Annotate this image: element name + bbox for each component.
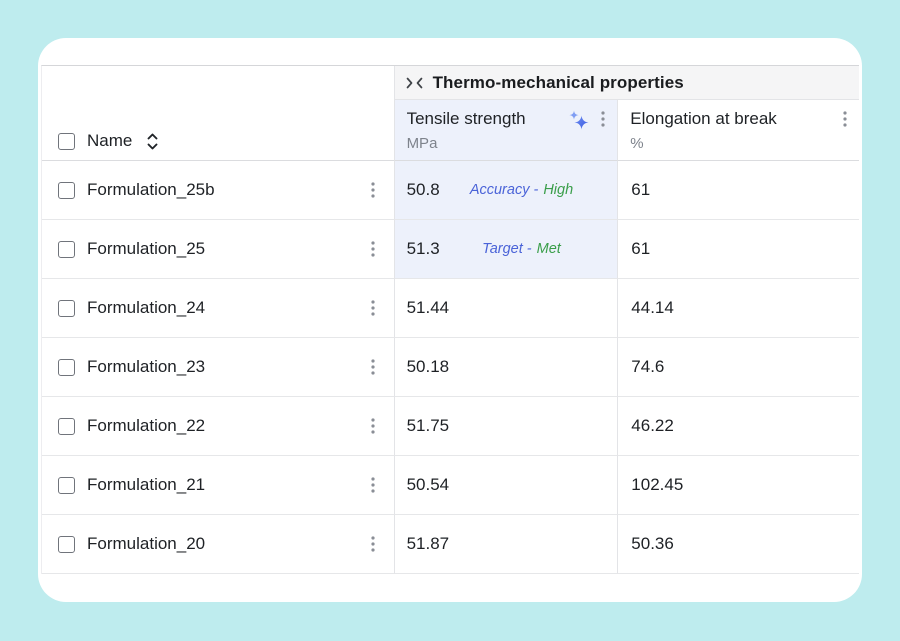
badge-label: Target -	[482, 241, 532, 257]
table-row: Formulation_22 51.75 46.22	[42, 397, 859, 456]
tensile-cell[interactable]: 51.75	[393, 397, 618, 456]
name-column-header[interactable]: Name	[42, 100, 394, 161]
row-name-label: Formulation_22	[87, 416, 206, 435]
tensile-value: 51.3	[406, 239, 440, 258]
name-cell[interactable]: Formulation_25	[42, 220, 394, 279]
elongation-value: 61	[631, 239, 651, 258]
elongation-cell[interactable]: 61	[617, 220, 859, 279]
elongation-value: 46.22	[631, 416, 674, 435]
elongation-cell[interactable]: 50.36	[617, 515, 859, 574]
row-checkbox[interactable]	[58, 240, 75, 258]
elongation-cell[interactable]: 44.14	[617, 279, 859, 338]
collapse-horizontal-icon[interactable]	[405, 77, 424, 89]
elongation-value: 102.45	[631, 475, 684, 494]
elongation-value: 50.36	[631, 534, 674, 553]
ai-sparkle-icon[interactable]	[568, 109, 589, 130]
row-name-label: Formulation_21	[87, 475, 206, 494]
tensile-cell[interactable]: 51.44	[393, 279, 618, 338]
row-kebab-menu-icon[interactable]	[370, 418, 375, 434]
badge-value: High	[543, 182, 574, 198]
row-name-label: Formulation_25	[87, 239, 206, 258]
tensile-cell[interactable]: 50.54	[393, 456, 618, 515]
row-checkbox[interactable]	[58, 181, 75, 199]
row-kebab-menu-icon[interactable]	[370, 182, 375, 198]
name-cell[interactable]: Formulation_25b	[42, 161, 394, 220]
elongation-cell[interactable]: 46.22	[617, 397, 859, 456]
kebab-menu-icon[interactable]	[601, 111, 605, 127]
tensile-value: 51.44	[406, 298, 450, 317]
elongation-cell[interactable]: 61	[617, 161, 859, 220]
elongation-unit-label: %	[630, 135, 644, 152]
row-checkbox[interactable]	[58, 417, 75, 435]
table-card: Thermo-mechanical properties Name Tensil…	[38, 38, 862, 602]
row-checkbox[interactable]	[58, 299, 75, 317]
tensile-value: 50.18	[406, 357, 450, 376]
name-cell[interactable]: Formulation_24	[42, 279, 394, 338]
group-header-row: Thermo-mechanical properties	[42, 66, 859, 100]
elongation-cell[interactable]: 102.45	[617, 456, 859, 515]
tensile-value: 50.54	[406, 475, 450, 494]
tensile-badge: Accuracy - High	[470, 182, 573, 198]
table-row: Formulation_21 50.54 102.45	[42, 456, 859, 515]
row-checkbox[interactable]	[58, 358, 75, 376]
tensile-cell[interactable]: 51.87	[393, 515, 618, 574]
name-cell[interactable]: Formulation_23	[42, 338, 394, 397]
column-header-row: Name Tensile strength	[42, 100, 859, 161]
elongation-cell[interactable]: 74.6	[617, 338, 859, 397]
tensile-column-label: Tensile strength	[406, 109, 526, 128]
table-body: Formulation_25b 50.8 Accuracy - High 61 F…	[42, 161, 859, 574]
table-row: Formulation_25 51.3 Target - Met 61	[42, 220, 859, 279]
table-row: Formulation_24 51.44 44.14	[42, 279, 859, 338]
row-name-label: Formulation_23	[87, 357, 206, 376]
row-kebab-menu-icon[interactable]	[370, 300, 375, 316]
table-row: Formulation_20 51.87 50.36	[42, 515, 859, 574]
name-cell[interactable]: Formulation_22	[42, 397, 394, 456]
kebab-menu-icon[interactable]	[843, 111, 847, 127]
tensile-cell[interactable]: 51.3 Target - Met	[393, 220, 618, 279]
elongation-value: 74.6	[631, 357, 665, 376]
name-cell[interactable]: Formulation_20	[42, 515, 394, 574]
row-kebab-menu-icon[interactable]	[370, 359, 375, 375]
table-row: Formulation_23 50.18 74.6	[42, 338, 859, 397]
group-header-cell: Thermo-mechanical properties	[393, 66, 859, 100]
formulations-table: Thermo-mechanical properties Name Tensil…	[41, 65, 859, 574]
row-checkbox[interactable]	[58, 535, 75, 553]
tensile-cell[interactable]: 50.8 Accuracy - High	[393, 161, 618, 220]
row-kebab-menu-icon[interactable]	[370, 477, 375, 493]
elongation-value: 44.14	[631, 298, 674, 317]
elongation-value: 61	[631, 180, 651, 199]
select-all-checkbox[interactable]	[58, 133, 75, 150]
row-checkbox[interactable]	[58, 476, 75, 494]
row-kebab-menu-icon[interactable]	[370, 536, 375, 552]
tensile-cell[interactable]: 50.18	[393, 338, 618, 397]
row-kebab-menu-icon[interactable]	[370, 241, 375, 257]
tensile-column-header[interactable]: Tensile strength	[393, 100, 618, 161]
name-cell[interactable]: Formulation_21	[42, 456, 394, 515]
table-row: Formulation_25b 50.8 Accuracy - High 61	[42, 161, 859, 220]
tensile-value: 51.87	[406, 534, 450, 553]
name-column-label: Name	[87, 131, 133, 150]
elongation-column-header[interactable]: Elongation at break %	[617, 100, 859, 161]
group-header-spacer	[42, 66, 394, 100]
tensile-value: 51.75	[406, 416, 450, 435]
badge-value: Met	[536, 241, 561, 257]
row-name-label: Formulation_25b	[87, 180, 215, 199]
elongation-column-label: Elongation at break	[630, 109, 777, 128]
row-name-label: Formulation_24	[87, 298, 206, 317]
tensile-badge: Target - Met	[482, 241, 561, 257]
group-title: Thermo-mechanical properties	[432, 72, 684, 92]
row-name-label: Formulation_20	[87, 534, 206, 553]
tensile-unit-label: MPa	[406, 135, 438, 152]
sort-updown-icon[interactable]	[146, 132, 159, 151]
tensile-value: 50.8	[406, 180, 440, 199]
badge-label: Accuracy -	[469, 182, 539, 198]
